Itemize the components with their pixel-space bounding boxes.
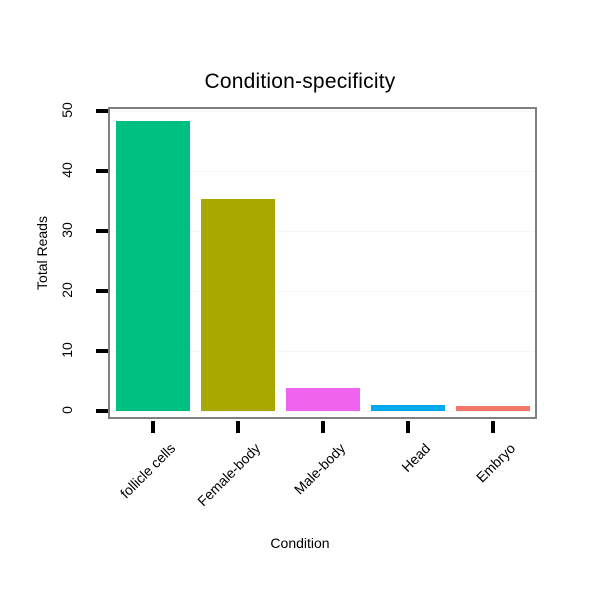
gridline <box>110 111 535 112</box>
x-axis-tick <box>320 421 325 433</box>
y-axis-tick <box>96 409 108 413</box>
x-axis-tick-label: Head <box>397 440 433 475</box>
y-axis-tick-label: 30 <box>59 222 75 238</box>
bar <box>285 388 360 411</box>
y-axis-tick <box>96 229 108 233</box>
x-axis-tick-label: follicle cells <box>116 440 178 502</box>
gridline <box>110 231 535 232</box>
bar <box>370 405 445 411</box>
gridline <box>110 171 535 172</box>
y-axis-tick <box>96 289 108 293</box>
x-axis-tick <box>235 421 240 433</box>
bar <box>455 406 530 411</box>
bar <box>115 121 190 411</box>
gridline <box>110 411 535 412</box>
bar <box>200 199 275 411</box>
y-axis-tick <box>96 169 108 173</box>
y-axis-tick-label: 10 <box>59 342 75 358</box>
y-axis-tick-label: 0 <box>59 406 75 414</box>
y-axis-tick-label: 40 <box>59 162 75 178</box>
y-axis-tick <box>96 349 108 353</box>
y-axis-tick <box>96 109 108 113</box>
x-axis-tick-label: Male-body <box>290 440 348 498</box>
y-axis-tick-label: 50 <box>59 102 75 118</box>
plot-area <box>110 109 535 417</box>
x-axis-tick <box>405 421 410 433</box>
x-axis-title: Condition <box>270 535 330 551</box>
x-axis-tick-label: Embryo <box>472 440 518 486</box>
y-axis-tick-label: 20 <box>59 282 75 298</box>
gridline <box>110 291 535 292</box>
x-axis-tick-label: Female-body <box>193 440 263 510</box>
chart-title: Condition-specificity <box>204 70 396 93</box>
gridline <box>110 351 535 352</box>
y-axis-title: Total Reads <box>34 216 50 290</box>
plot-panel <box>108 107 537 419</box>
x-axis-tick <box>150 421 155 433</box>
x-axis-tick <box>490 421 495 433</box>
